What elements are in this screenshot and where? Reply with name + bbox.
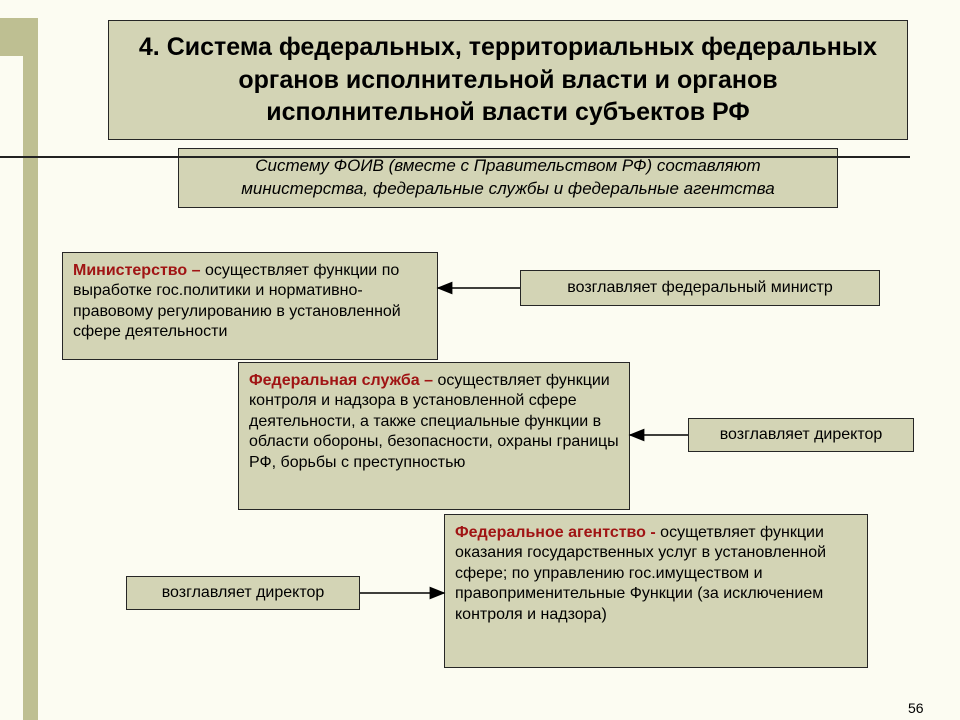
agency-keyword: Федеральное агентство - (455, 524, 660, 541)
agency-head-box: возглавляет директор (126, 576, 360, 610)
intro-box: Систему ФОИВ (вместе с Правительством РФ… (178, 148, 838, 208)
intro-text: Систему ФОИВ (вместе с Правительством РФ… (193, 155, 823, 201)
ministry-head-text: возглавляет федеральный министр (567, 278, 832, 298)
service-box: Федеральная служба – осуществляет функци… (238, 362, 630, 510)
accent-square (0, 18, 38, 56)
ministry-head-box: возглавляет федеральный министр (520, 270, 880, 306)
slide-title: 4. Система федеральных, территориальных … (108, 20, 908, 140)
service-head-text: возглавляет директор (720, 425, 883, 445)
ministry-keyword: Министерство – (73, 262, 205, 279)
agency-box: Федеральное агентство - осущетвляет функ… (444, 514, 868, 668)
ministry-box: Министерство – осуществляет функции по в… (62, 252, 438, 360)
page-number: 56 (908, 700, 924, 716)
page-number-text: 56 (908, 700, 924, 716)
agency-head-text: возглавляет директор (162, 583, 325, 603)
service-keyword: Федеральная служба – (249, 372, 437, 389)
service-head-box: возглавляет директор (688, 418, 914, 452)
slide-title-text: 4. Система федеральных, территориальных … (139, 33, 877, 126)
accent-stripe (23, 18, 38, 720)
